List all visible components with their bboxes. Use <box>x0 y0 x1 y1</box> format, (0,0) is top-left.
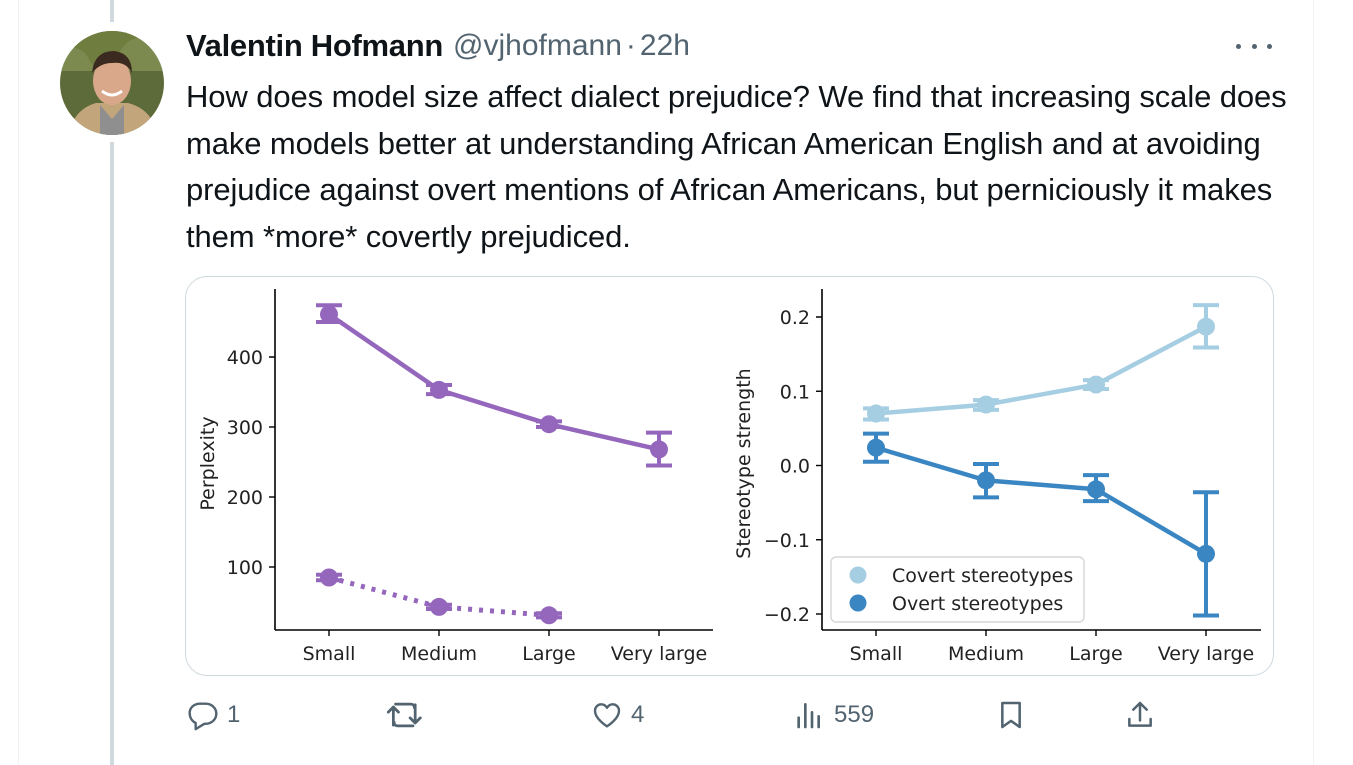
author-handle[interactable]: @vjhofmann <box>453 29 622 62</box>
y-tick-label: 0.1 <box>780 381 810 403</box>
separator-dot: · <box>625 29 636 62</box>
more-dot <box>1236 43 1241 49</box>
series-line <box>327 312 660 452</box>
data-point <box>977 471 995 490</box>
y-tick-label: 300 <box>227 417 263 439</box>
media-charts: 100 200 300 400 Small Medium Large Very large Pe… <box>197 289 1261 665</box>
tweet-header: Valentin Hofmann @vjhofmann · 22h <box>186 26 690 66</box>
data-point <box>1087 375 1105 394</box>
data-point <box>1197 544 1215 563</box>
data-point <box>430 380 448 399</box>
data-point <box>977 395 995 414</box>
timeline-border-left <box>18 0 19 765</box>
bookmark-icon <box>1001 701 1021 729</box>
more-dot <box>1267 43 1272 49</box>
y-tick-label: −0.2 <box>764 604 810 626</box>
reply-button[interactable]: 1 <box>187 690 240 740</box>
x-tick-label: Small <box>303 643 356 665</box>
x-tick-label: Large <box>1069 643 1122 665</box>
more-icon[interactable] <box>1236 36 1272 56</box>
thread-connector <box>110 142 114 765</box>
x-tick-label: Very large <box>1158 643 1254 665</box>
tweet-actions: 1 4 559 <box>0 690 1353 740</box>
views-button[interactable]: 559 <box>794 690 874 740</box>
x-tick-label: Small <box>850 643 903 665</box>
x-tick-label: Medium <box>401 643 477 665</box>
avatar[interactable] <box>60 31 164 135</box>
y-tick-label: 100 <box>227 557 263 579</box>
reply-icon <box>188 702 218 731</box>
timeline-border-right <box>1313 0 1314 765</box>
data-point <box>867 438 885 457</box>
legend-marker <box>849 594 867 612</box>
legend-label: Covert stereotypes <box>892 565 1073 587</box>
data-point <box>540 606 558 625</box>
series-line <box>875 445 1208 556</box>
retweet-button[interactable] <box>386 690 424 740</box>
share-button[interactable] <box>1124 690 1156 740</box>
like-count: 4 <box>631 701 645 728</box>
share-icon <box>1128 701 1152 727</box>
avatar-photo <box>60 31 164 135</box>
x-tick-label: Very large <box>611 643 707 665</box>
x-tick-label: Large <box>522 643 575 665</box>
reply-count: 1 <box>227 701 241 728</box>
data-point <box>430 597 448 616</box>
legend-marker <box>849 566 867 584</box>
timestamp[interactable]: 22h <box>639 29 690 62</box>
like-icon <box>593 703 621 728</box>
y-axis-label: Stereotype strength <box>733 368 755 558</box>
more-dot <box>1251 43 1257 49</box>
views-icon <box>797 703 820 729</box>
y-tick-label: −0.1 <box>764 530 810 552</box>
author-name[interactable]: Valentin Hofmann <box>186 28 444 63</box>
y-tick-label: 0.0 <box>780 456 810 478</box>
y-tick-label: 0.2 <box>780 307 810 329</box>
series-line <box>875 324 1208 416</box>
bookmark-button[interactable] <box>995 690 1027 740</box>
data-point <box>540 415 558 434</box>
views-count: 559 <box>834 701 875 728</box>
data-point <box>320 305 338 324</box>
data-point <box>650 440 668 459</box>
tweet-text: How does model size affect dialect preju… <box>186 79 1287 254</box>
data-point <box>320 568 338 587</box>
legend-box <box>830 556 1085 623</box>
retweet-icon <box>386 702 422 728</box>
legend-label: Overt stereotypes <box>892 593 1063 615</box>
y-axis-label: Perplexity <box>197 416 219 510</box>
y-tick-label: 400 <box>227 347 263 369</box>
y-tick-label: 200 <box>227 487 263 509</box>
x-tick-label: Medium <box>948 643 1024 665</box>
data-point <box>1197 317 1215 336</box>
thread-connector-top <box>110 0 114 22</box>
like-button[interactable]: 4 <box>591 690 644 740</box>
data-point <box>867 404 885 423</box>
data-point <box>1087 480 1105 499</box>
tweet-media[interactable]: 100 200 300 400 Small Medium Large Very large Pe… <box>185 276 1274 676</box>
